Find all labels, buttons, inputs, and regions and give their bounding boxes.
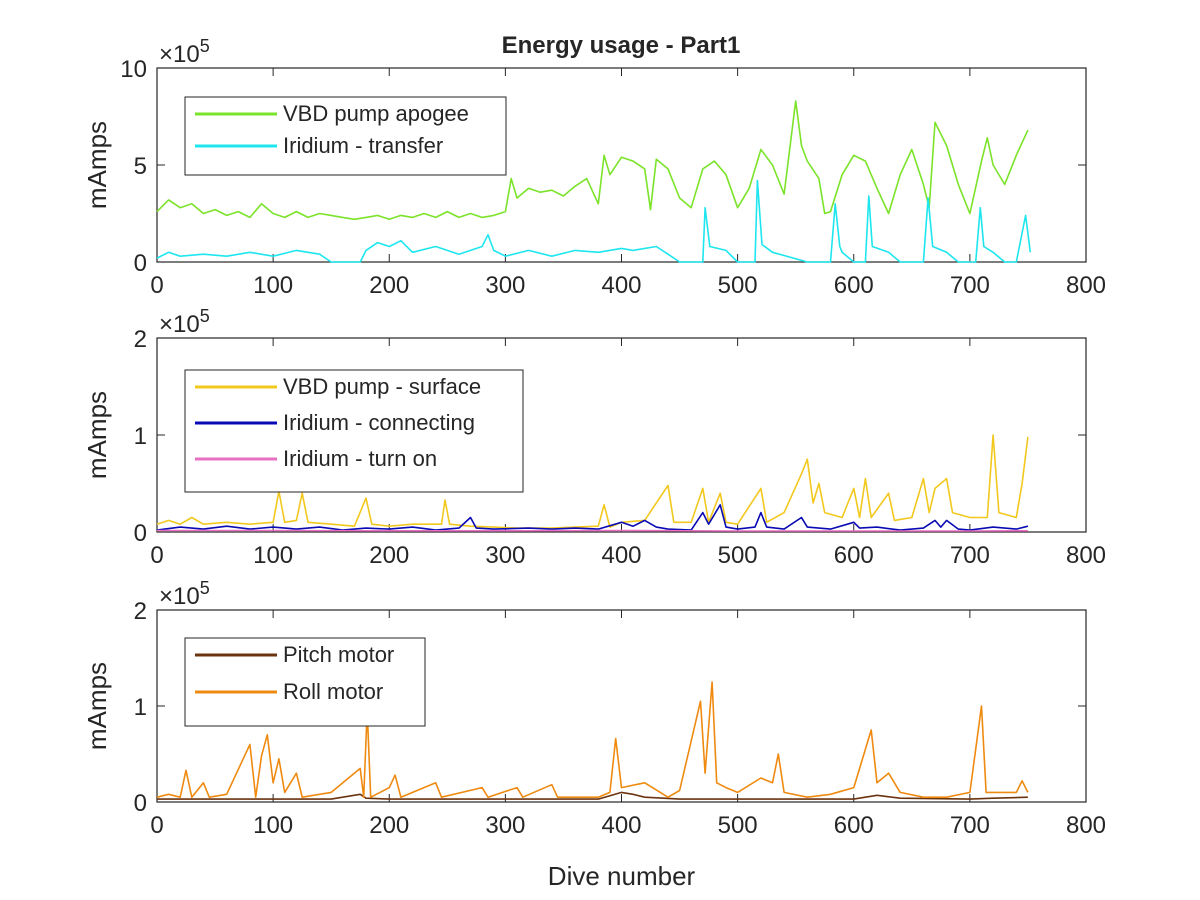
x-tick-label: 800 xyxy=(1066,542,1106,569)
x-tick-label: 600 xyxy=(834,272,874,299)
series-line-vbd-pump-surface xyxy=(156,434,1029,529)
x-tick-label: 700 xyxy=(950,542,990,569)
y-tick-label: 2 xyxy=(134,326,147,353)
x-tick-label: 500 xyxy=(718,542,758,569)
y-axis-label: mAmps xyxy=(82,391,112,479)
x-tick-label: 200 xyxy=(369,272,409,299)
x-tick-label: 400 xyxy=(601,272,641,299)
series-line-vbd-pump-apogee xyxy=(156,100,1029,221)
series-line-roll-motor xyxy=(156,681,1029,799)
subplot-3: 0 100 200 300 400 500 600 700 800 0 1 2 ×105 mAmps Div… xyxy=(82,578,1106,891)
y-axis-label: mAmps xyxy=(82,662,112,750)
x-tick-label: 0 xyxy=(150,272,163,299)
x-tick-label: 300 xyxy=(485,812,525,839)
x-tick-label: 600 xyxy=(834,812,874,839)
x-tick-label: 500 xyxy=(718,812,758,839)
y-exponent-label: ×105 xyxy=(159,306,210,338)
legend-entry: VBD pump - surface xyxy=(283,374,481,399)
y-tick-label: 1 xyxy=(134,694,147,721)
legend-entry: Iridium - turn on xyxy=(283,446,437,471)
legend: VBD pump apogee Iridium - transfer xyxy=(184,96,507,176)
y-tick-label: 0 xyxy=(134,250,147,277)
x-tick-label: 100 xyxy=(253,272,293,299)
y-tick-label: 0 xyxy=(134,790,147,817)
y-exponent-label: ×105 xyxy=(159,578,210,610)
subplot-1: 0 100 200 300 400 500 600 700 800 0 5 10 ×105 mAmps VB… xyxy=(82,36,1106,299)
legend-entry: Iridium - connecting xyxy=(283,410,475,435)
x-tick-label: 300 xyxy=(485,272,525,299)
y-tick-label: 0 xyxy=(134,520,147,547)
legend: Pitch motor Roll motor xyxy=(184,637,426,727)
x-tick-label: 800 xyxy=(1066,272,1106,299)
x-tick-label: 400 xyxy=(601,812,641,839)
series-line-iridium-connecting xyxy=(156,503,1029,531)
x-tick-label: 0 xyxy=(150,812,163,839)
x-tick-label: 100 xyxy=(253,812,293,839)
x-tick-label: 600 xyxy=(834,542,874,569)
figure-title: Energy usage - Part1 xyxy=(502,32,741,59)
x-axis-label: Dive number xyxy=(548,861,696,891)
x-tick-label: 100 xyxy=(253,542,293,569)
x-tick-label: 0 xyxy=(150,542,163,569)
series-line-iridium-turn-on xyxy=(157,529,1028,532)
legend: VBD pump - surface Iridium - connecting Ir… xyxy=(184,369,524,493)
x-tick-label: 700 xyxy=(950,812,990,839)
legend-entry: VBD pump apogee xyxy=(283,101,469,126)
y-exponent-label: ×105 xyxy=(159,36,210,68)
x-tick-label: 300 xyxy=(485,542,525,569)
series-line-pitch-motor xyxy=(157,791,1028,800)
y-tick-label: 10 xyxy=(120,56,147,83)
y-tick-label: 2 xyxy=(134,598,147,625)
x-tick-label: 500 xyxy=(718,272,758,299)
legend-box xyxy=(184,96,507,176)
subplot-2: 0 100 200 300 400 500 600 700 800 0 1 2 ×105 mAmps VBD… xyxy=(82,306,1106,569)
y-tick-label: 1 xyxy=(134,423,147,450)
subplot-panels: 0 100 200 300 400 500 600 700 8000510×105mAmpsVB… xyxy=(82,36,1106,891)
x-tick-label: 200 xyxy=(369,542,409,569)
legend-box xyxy=(184,369,524,493)
y-axis-label: mAmps xyxy=(82,121,112,209)
legend-entry: Roll motor xyxy=(283,679,383,704)
legend-box xyxy=(184,637,426,727)
legend-entry: Iridium - transfer xyxy=(283,133,443,158)
x-tick-label: 200 xyxy=(369,812,409,839)
x-tick-label: 400 xyxy=(601,542,641,569)
x-tick-label: 800 xyxy=(1066,812,1106,839)
y-tick-label: 5 xyxy=(134,153,147,180)
series-line-iridium-transfer xyxy=(156,179,1032,263)
x-tick-label: 700 xyxy=(950,272,990,299)
legend-entry: Pitch motor xyxy=(283,642,394,667)
